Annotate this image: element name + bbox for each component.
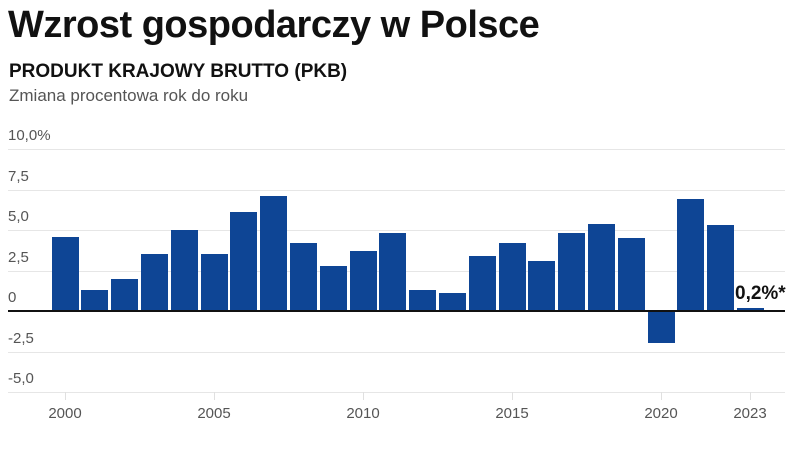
x-tick	[214, 392, 215, 400]
bar-2002	[111, 278, 139, 311]
gridline	[8, 392, 785, 393]
y-axis-label: 0	[8, 289, 17, 306]
chart-subtitle: PRODUKT KRAJOWY BRUTTO (PKB)	[9, 61, 348, 82]
y-axis-label: 10,0%	[8, 127, 51, 144]
gridline	[8, 352, 785, 353]
y-axis-label: -5,0	[8, 370, 34, 387]
value-annotation: 0,2%*	[735, 283, 786, 304]
y-axis-label: 2,5	[8, 249, 29, 266]
bar-2012	[409, 289, 437, 311]
bar-2004	[170, 230, 198, 311]
bar-2019	[617, 238, 645, 311]
bar-2022	[707, 225, 735, 311]
x-axis-label: 2015	[495, 405, 529, 422]
bar-2015	[498, 243, 526, 311]
gridline	[8, 149, 785, 150]
zero-baseline	[8, 310, 785, 312]
x-tick	[512, 392, 513, 400]
bar-2017	[558, 233, 586, 311]
bar-2010	[349, 251, 377, 311]
x-axis-label: 2000	[48, 405, 82, 422]
y-axis-label: 5,0	[8, 208, 29, 225]
x-axis-label: 2020	[644, 405, 678, 422]
bar-2001	[81, 289, 109, 311]
bar-2013	[438, 293, 466, 311]
page-title: Wzrost gospodarczy w Polsce	[8, 4, 540, 46]
gridline	[8, 230, 785, 231]
bar-2005	[200, 254, 228, 311]
x-tick	[65, 392, 66, 400]
y-axis-label: 7,5	[8, 168, 29, 185]
bar-2000	[51, 236, 79, 311]
bar-2008	[289, 243, 317, 311]
bar-2014	[468, 255, 496, 311]
x-tick	[750, 392, 751, 400]
bar-2020	[647, 311, 675, 344]
x-axis-label: 2010	[346, 405, 380, 422]
bar-2018	[587, 223, 615, 311]
gridline	[8, 190, 785, 191]
x-axis-label: 2005	[197, 405, 231, 422]
bar-2023	[736, 307, 764, 311]
bar-2016	[528, 260, 556, 311]
bar-2009	[319, 265, 347, 311]
bar-2006	[230, 212, 258, 311]
bar-2003	[140, 254, 168, 311]
chart-caption: Zmiana procentowa rok do roku	[9, 86, 249, 105]
bar-2007	[260, 196, 288, 311]
x-tick	[363, 392, 364, 400]
bar-2021	[677, 199, 705, 311]
y-axis-label: -2,5	[8, 330, 34, 347]
x-axis-label: 2023	[733, 405, 767, 422]
bar-2011	[379, 233, 407, 311]
x-tick	[661, 392, 662, 400]
